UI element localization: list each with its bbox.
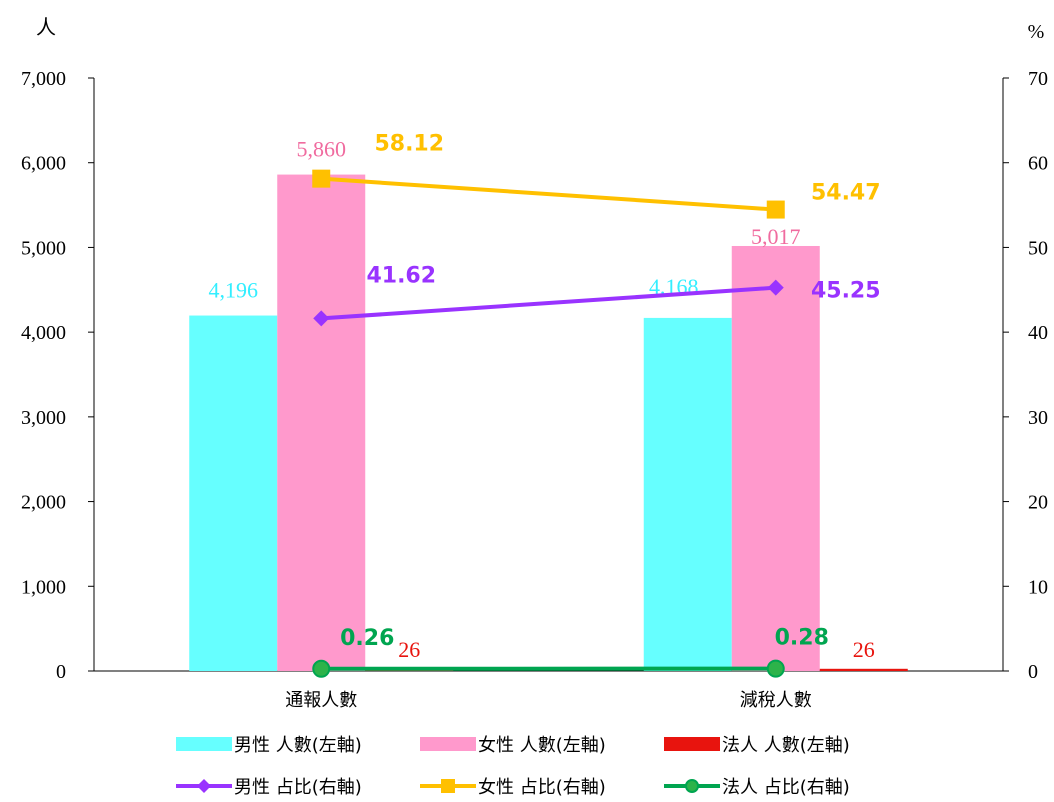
legend-swatch [176, 737, 232, 751]
left-y-tick-label: 2,000 [21, 492, 66, 514]
left-y-tick-label: 5,000 [21, 237, 66, 259]
line-data-label: 41.62 [366, 263, 436, 288]
bar-data-label: 26 [398, 637, 420, 662]
bar-data-label: 26 [853, 637, 875, 662]
right-y-tick-label: 0 [1028, 661, 1038, 683]
bar-data-label: 5,860 [297, 137, 347, 162]
series-line [321, 285, 776, 321]
legend-marker [441, 779, 455, 793]
legend-label: 男性 人數(左軸) [234, 735, 362, 756]
legend-label: 女性 人數(左軸) [478, 735, 606, 756]
legend-label: 法人 占比(右軸) [722, 777, 850, 798]
bar-data-label: 5,017 [751, 224, 801, 249]
bar [643, 317, 732, 671]
legend-label: 法人 人數(左軸) [722, 735, 850, 756]
left-y-tick-label: 4,000 [21, 322, 66, 344]
bar [189, 315, 278, 671]
right-y-unit-label: % [1028, 21, 1045, 43]
line-data-label: 0.28 [775, 626, 829, 651]
line-data-label: 58.12 [374, 132, 444, 157]
line-point [766, 659, 785, 678]
right-y-tick-label: 60 [1028, 153, 1048, 175]
x-category-label: 減稅人數 [740, 690, 812, 711]
legend-label: 男性 占比(右軸) [234, 777, 362, 798]
bar [731, 245, 820, 671]
line-point [767, 279, 784, 296]
right-y-tick-label: 20 [1028, 492, 1048, 514]
line-data-label: 45.25 [811, 279, 881, 304]
bar-data-label: 4,196 [209, 278, 259, 303]
line-point [313, 310, 330, 327]
bar [819, 668, 908, 671]
left-y-tick-label: 1,000 [21, 576, 66, 598]
left-y-tick-label: 6,000 [21, 153, 66, 175]
right-y-tick-label: 40 [1028, 322, 1048, 344]
x-category-label: 通報人數 [285, 690, 357, 711]
left-y-tick-label: 7,000 [21, 68, 66, 90]
line-point [766, 200, 785, 219]
left-y-tick-label: 3,000 [21, 407, 66, 429]
legend-label: 女性 占比(右軸) [478, 777, 606, 798]
legend-marker [685, 779, 699, 793]
line-data-label: 0.26 [340, 626, 394, 651]
left-y-tick-label: 0 [56, 661, 66, 683]
legend-marker [197, 779, 211, 793]
right-y-tick-label: 50 [1028, 237, 1048, 259]
right-y-tick-label: 30 [1028, 407, 1048, 429]
line-point [312, 659, 331, 678]
right-y-tick-label: 10 [1028, 576, 1048, 598]
line-point [312, 169, 331, 188]
bar [277, 174, 366, 671]
line-data-label: 54.47 [811, 181, 881, 206]
left-y-unit-label: 人 [36, 16, 56, 39]
legend-swatch [664, 737, 720, 751]
right-y-tick-label: 70 [1028, 68, 1048, 90]
legend-swatch [420, 737, 476, 751]
series-line [321, 176, 776, 212]
